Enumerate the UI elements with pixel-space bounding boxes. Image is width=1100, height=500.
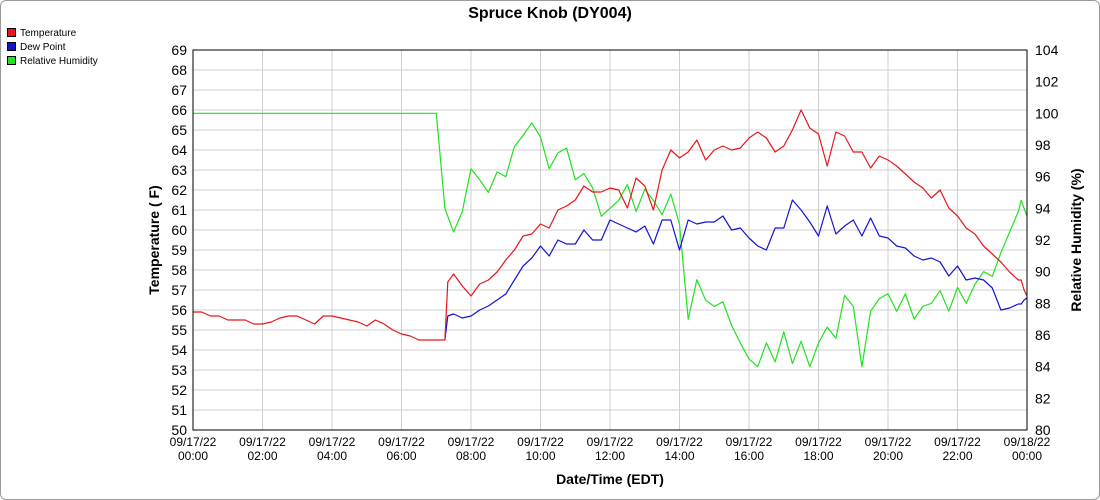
x-tick-label-time: 16:00: [734, 449, 764, 463]
x-tick-label-time: 00:00: [178, 449, 208, 463]
y-right-tick-label: 92: [1035, 232, 1051, 248]
x-tick-label-time: 04:00: [317, 449, 347, 463]
x-tick-label-time: 00:00: [1012, 449, 1042, 463]
y-right-tick-label: 94: [1035, 200, 1051, 216]
y-left-tick-label: 67: [171, 82, 187, 98]
y-right-tick-label: 102: [1035, 74, 1059, 90]
y-left-tick-label: 61: [171, 202, 187, 218]
y-left-tick-label: 55: [171, 322, 187, 338]
y-left-tick-label: 69: [171, 42, 187, 58]
x-tick-label-date: 09/17/22: [726, 435, 773, 449]
x-tick-label-time: 08:00: [456, 449, 486, 463]
legend: Temperature Dew Point Relative Humidity: [7, 27, 98, 69]
x-tick-label-time: 12:00: [595, 449, 625, 463]
y-left-tick-label: 68: [171, 62, 187, 78]
x-tick-label-date: 09/17/22: [309, 435, 356, 449]
x-tick-label-date: 09/17/22: [656, 435, 703, 449]
chart-title: Spruce Knob (DY004): [468, 5, 632, 22]
y-left-tick-label: 50: [171, 422, 187, 438]
x-tick-label-date: 09/17/22: [170, 435, 217, 449]
y-right-tick-label: 84: [1035, 359, 1051, 375]
x-axis-label: Date/Time (EDT): [556, 471, 664, 487]
legend-item-temperature: Temperature: [7, 27, 98, 41]
y-right-tick-label: 82: [1035, 390, 1051, 406]
legend-label-temperature: Temperature: [20, 28, 77, 39]
y-left-tick-label: 56: [171, 302, 187, 318]
x-tick-label-date: 09/18/22: [1004, 435, 1051, 449]
x-tick-label-date: 09/17/22: [239, 435, 286, 449]
y-right-tick-label: 80: [1035, 422, 1051, 438]
x-tick-label-date: 09/17/22: [587, 435, 634, 449]
legend-label-dew-point: Dew Point: [20, 42, 66, 53]
y-left-tick-label: 60: [171, 222, 187, 238]
plot-area-border: [192, 49, 1028, 431]
y-left-tick-label: 52: [171, 382, 187, 398]
y-left-tick-label: 53: [171, 362, 187, 378]
y-left-tick-label: 65: [171, 122, 187, 138]
x-tick-label-date: 09/17/22: [865, 435, 912, 449]
y-axis-left-label: Temperature ( F): [146, 185, 162, 294]
legend-swatch-dew-point: [7, 41, 16, 51]
x-tick-label-time: 10:00: [525, 449, 555, 463]
x-tick-label-date: 09/17/22: [517, 435, 564, 449]
y-right-tick-label: 86: [1035, 327, 1051, 343]
x-tick-label-time: 14:00: [664, 449, 694, 463]
series-dew-point-line: [444, 199, 1028, 341]
x-tick-label-time: 02:00: [247, 449, 277, 463]
x-tick-label-time: 06:00: [386, 449, 416, 463]
y-left-tick-label: 63: [171, 162, 187, 178]
legend-item-dew-point: Dew Point: [7, 41, 98, 55]
y-right-tick-label: 104: [1035, 42, 1059, 58]
x-tick-label-time: 22:00: [942, 449, 972, 463]
x-tick-label-time: 20:00: [873, 449, 903, 463]
x-tick-label-time: 18:00: [803, 449, 833, 463]
x-tick-label-date: 09/17/22: [934, 435, 981, 449]
y-left-tick-label: 66: [171, 102, 187, 118]
y-left-tick-label: 54: [171, 342, 187, 358]
grid-lines: [192, 49, 1028, 431]
y-right-tick-label: 98: [1035, 137, 1051, 153]
y-left-tick-label: 59: [171, 242, 187, 258]
x-tick-label-date: 09/17/22: [378, 435, 425, 449]
tick-labels: 50 51 52 53 54 55 56 57 58 59 60 61 62 63 64 65 66 67 68 69…: [170, 42, 1059, 463]
y-right-tick-label: 90: [1035, 264, 1051, 280]
y-axis-right-label: Relative Humidity (%): [1068, 168, 1084, 311]
y-left-tick-label: 57: [171, 282, 187, 298]
y-left-tick-label: 64: [171, 142, 187, 158]
y-right-tick-label: 88: [1035, 295, 1051, 311]
legend-label-relative-humidity: Relative Humidity: [20, 56, 98, 67]
legend-swatch-temperature: [7, 27, 16, 37]
series-temperature-line: [193, 109, 1028, 341]
series-lines: [193, 109, 1028, 368]
y-left-tick-label: 58: [171, 262, 187, 278]
y-left-tick-label: 51: [171, 402, 187, 418]
y-right-tick-label: 100: [1035, 105, 1059, 121]
series-relative-humidity-line: [193, 112, 1028, 368]
legend-swatch-relative-humidity: [7, 55, 16, 65]
x-tick-label-date: 09/17/22: [448, 435, 495, 449]
legend-item-relative-humidity: Relative Humidity: [7, 55, 98, 69]
y-right-tick-label: 96: [1035, 169, 1051, 185]
y-left-tick-label: 62: [171, 182, 187, 198]
x-tick-label-date: 09/17/22: [795, 435, 842, 449]
